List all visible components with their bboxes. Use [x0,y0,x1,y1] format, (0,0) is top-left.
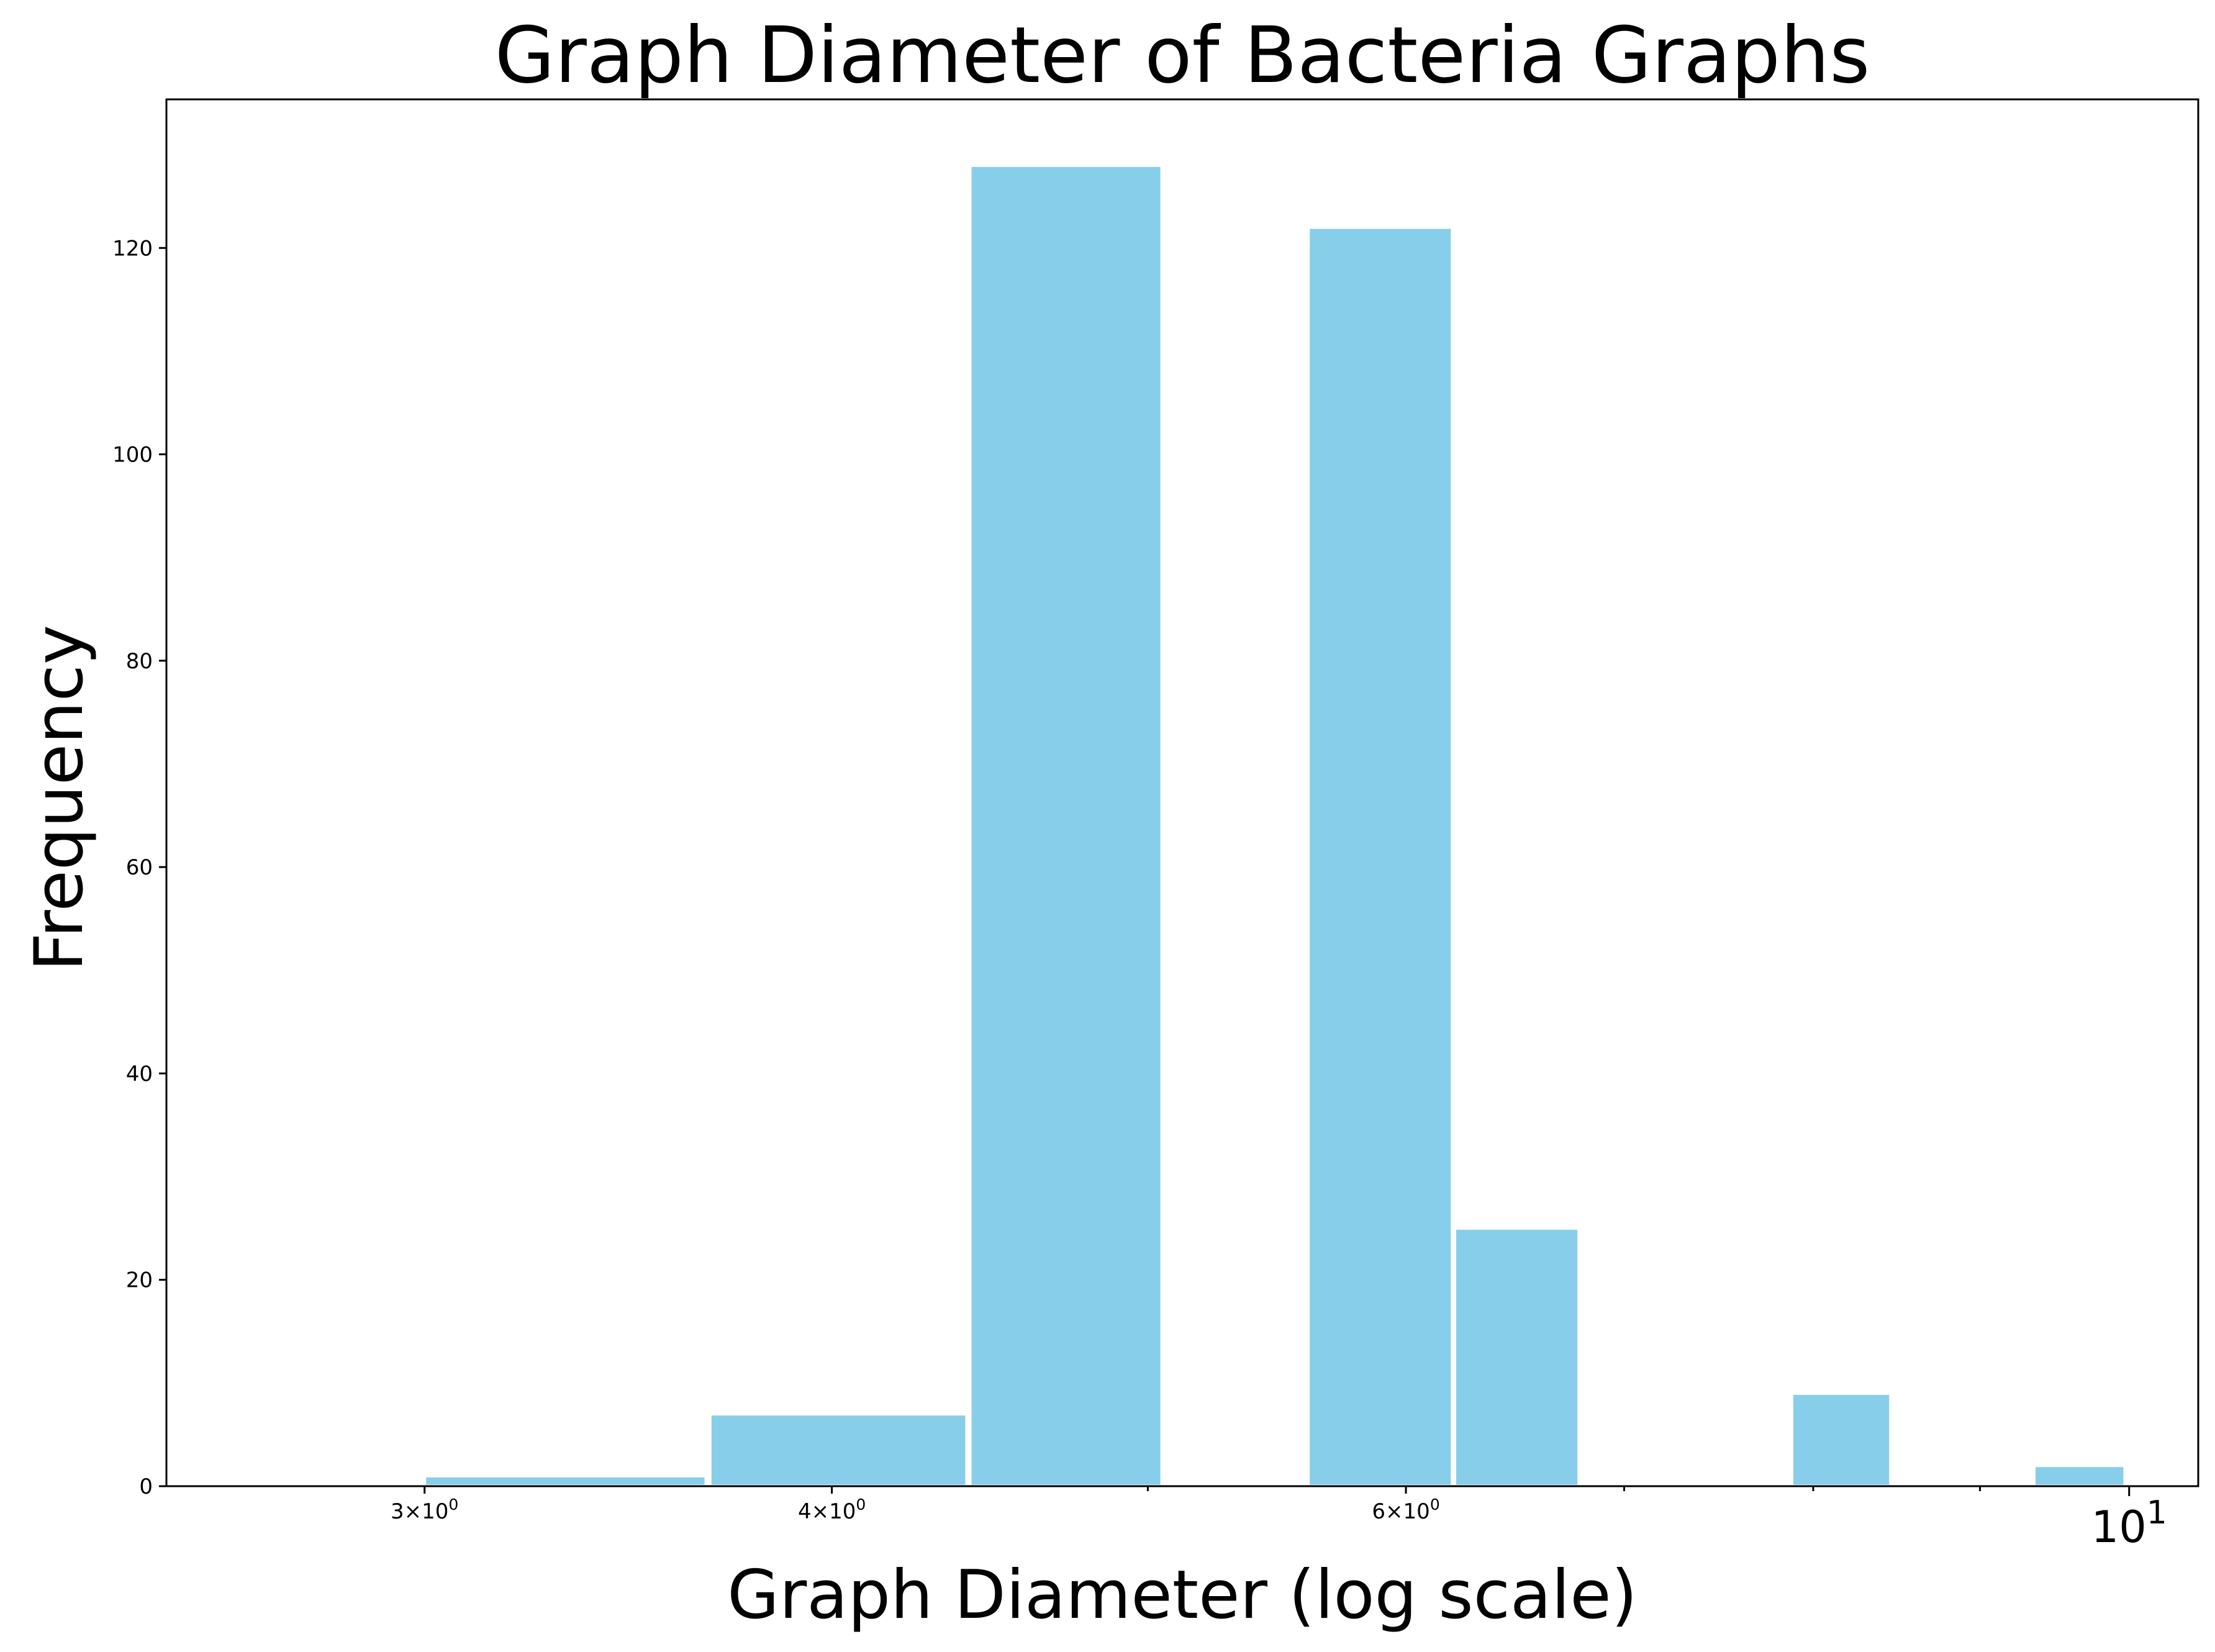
histogram-bar-5 [1453,1227,1581,1488]
x-axis-label: Graph Diameter (log scale) [727,1556,1637,1634]
y-tick-label: 100 [112,443,153,468]
histogram-bar-2 [708,1412,969,1488]
x-tick-label: 3×100 [391,1495,458,1525]
y-tick-label: 40 [126,1061,153,1086]
histogram-bar-3 [968,163,1164,1488]
y-tick-label: 60 [126,855,153,880]
y-axis-label: Frequency [20,625,98,971]
bars-group [423,163,2127,1488]
histogram-bar-6 [1790,1391,1893,1488]
chart-title: Graph Diameter of Bacteria Graphs [495,11,1870,101]
y-axis: 0 20 40 60 80 100 120 [112,236,166,1499]
y-tick-label: 20 [126,1268,153,1293]
x-axis: 3×100 4×100 6×100 101 [391,1486,2167,1553]
y-tick-label: 120 [112,236,153,261]
x-tick-label: 4×100 [798,1495,866,1525]
x-tick-label: 6×100 [1372,1495,1439,1525]
histogram-bar-7 [2032,1464,2127,1488]
histogram-bar-4 [1307,225,1454,1488]
histogram-bar-1 [423,1474,708,1488]
x-tick-label: 101 [2091,1494,2167,1553]
plot-frame [165,98,2199,1487]
y-tick-label: 80 [126,649,153,674]
y-tick-label: 0 [139,1474,153,1499]
